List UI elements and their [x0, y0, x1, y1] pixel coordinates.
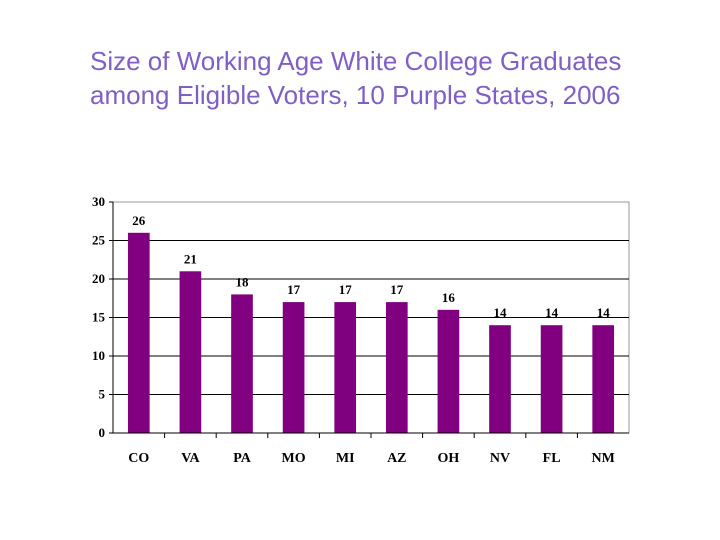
x-tick-label-nm: NM [592, 451, 615, 466]
data-label-az: 17 [390, 282, 404, 297]
x-tick-label-va: VA [181, 451, 200, 466]
bar-mo [282, 302, 305, 433]
data-label-pa: 18 [236, 274, 250, 289]
y-tick-label: 15 [92, 310, 106, 325]
x-tick-label-nv: NV [490, 451, 510, 466]
y-tick-label: 30 [92, 194, 105, 209]
bar-nv [489, 325, 511, 433]
chart-title-line-2: among Eligible Voters, 10 Purple States,… [90, 80, 621, 110]
data-label-mo: 17 [287, 282, 301, 297]
bars: 26 21 18 17 17 17 16 14 14 14 [127, 213, 615, 433]
chart-title: Size of Working Age White College Gradua… [90, 44, 690, 112]
data-label-va: 21 [184, 251, 197, 266]
bar-mi [334, 302, 357, 433]
bar-fl [540, 325, 563, 433]
x-axis: CO VA PA MO MI AZ OH NV FL NM [113, 432, 629, 466]
x-tick-label-co: CO [128, 451, 149, 466]
data-label-fl: 14 [545, 305, 559, 320]
x-tick-label-mo: MO [282, 451, 306, 466]
data-label-nv: 14 [494, 305, 508, 320]
y-tick-label: 25 [92, 233, 106, 248]
y-tick-label: 20 [92, 271, 105, 286]
x-tick-label-fl: FL [543, 451, 561, 466]
data-label-co: 26 [132, 213, 146, 228]
data-label-oh: 16 [442, 290, 456, 305]
y-axis: 0 5 10 15 20 25 30 [92, 194, 114, 440]
bar-nm [592, 325, 615, 433]
bar-pa [231, 294, 253, 433]
x-tick-label-pa: PA [233, 451, 252, 466]
bar-va [179, 271, 202, 433]
x-tick-label-az: AZ [387, 451, 406, 466]
chart-title-line-1: Size of Working Age White College Gradua… [90, 46, 622, 76]
bar-oh [437, 309, 460, 433]
x-tick-label-mi: MI [336, 451, 355, 466]
y-tick-label: 0 [99, 425, 106, 440]
data-label-mi: 17 [339, 282, 353, 297]
x-tick-label-oh: OH [438, 451, 460, 466]
y-tick-label: 5 [99, 387, 106, 402]
bar-az [385, 302, 408, 433]
bar-co [127, 232, 150, 433]
y-tick-label: 10 [92, 348, 105, 363]
data-label-nm: 14 [597, 305, 611, 320]
